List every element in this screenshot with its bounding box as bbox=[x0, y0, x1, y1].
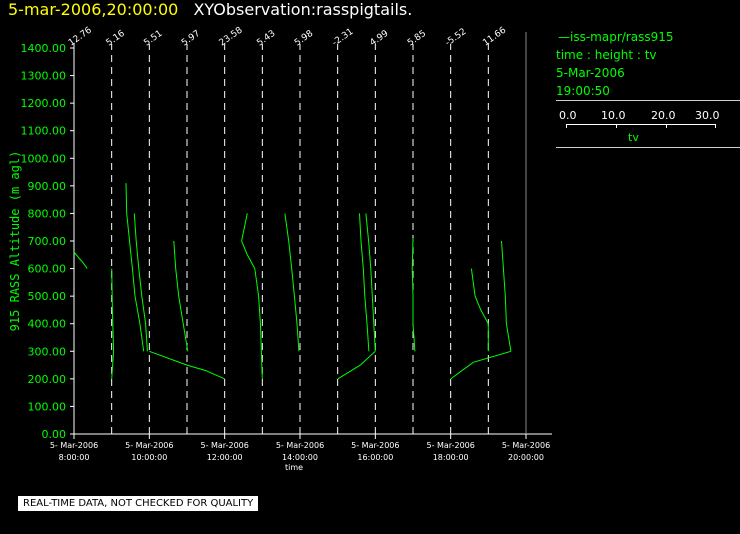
y-tick-label: 700.00 bbox=[28, 235, 67, 248]
x-tick-date: 5- Mar-2006 bbox=[50, 441, 98, 450]
profile-label: 5.97 bbox=[180, 29, 202, 49]
y-axis-label: 915 RASS Altitude (m agl) bbox=[8, 151, 22, 332]
y-tick-label: 100.00 bbox=[28, 400, 67, 413]
tv-profile-trace bbox=[359, 213, 370, 352]
x-tick-date: 5- Mar-2006 bbox=[125, 441, 173, 450]
profile-label: 4.99 bbox=[368, 29, 390, 49]
y-tick-label: 500.00 bbox=[28, 290, 67, 303]
legend-date: 5-Mar-2006 bbox=[556, 66, 625, 80]
tv-profile-trace bbox=[173, 240, 189, 352]
plot-datetime: 5-mar-2006,20:00:00 bbox=[8, 0, 179, 19]
profile-label: 5.98 bbox=[293, 29, 315, 49]
scale-tick-label: 10.0 bbox=[601, 109, 626, 122]
x-tick-time: 20:00:00 bbox=[508, 453, 544, 462]
y-tick-label: 1400.00 bbox=[21, 42, 67, 55]
x-tick-time: 12:00:00 bbox=[207, 453, 243, 462]
legend-series-label: —iss-mapr/rass915 bbox=[558, 30, 674, 44]
y-tick-label: 1300.00 bbox=[21, 70, 67, 83]
tv-profile-trace bbox=[125, 183, 145, 352]
profile-label: -2.31 bbox=[331, 27, 356, 49]
x-tick-time: 14:00:00 bbox=[282, 453, 318, 462]
legend-divider bbox=[556, 147, 740, 148]
tv-profile-trace bbox=[241, 213, 248, 242]
scale-tick-label: 0.0 bbox=[559, 109, 577, 122]
quality-warning: REAL-TIME DATA, NOT CHECKED FOR QUALITY bbox=[18, 496, 259, 511]
y-tick-label: 1200.00 bbox=[21, 97, 67, 110]
y-tick-label: 0.00 bbox=[42, 428, 67, 441]
x-tick-date: 5- Mar-2006 bbox=[426, 441, 474, 450]
tv-profile-trace bbox=[241, 240, 263, 379]
legend-variables: time : height : tv bbox=[556, 48, 657, 62]
legend-panel: —iss-mapr/rass915 time : height : tv 5-M… bbox=[556, 28, 740, 148]
y-tick-label: 800.00 bbox=[28, 207, 67, 220]
scale-axis-line bbox=[566, 124, 716, 125]
tv-profile-trace bbox=[149, 350, 225, 380]
x-tick-time: 18:00:00 bbox=[433, 453, 469, 462]
y-tick-label: 200.00 bbox=[28, 373, 67, 386]
y-tick-label: 1000.00 bbox=[21, 152, 67, 165]
plot-name: XYObservation:rasspigtails. bbox=[193, 0, 413, 19]
profile-label: 12.76 bbox=[67, 25, 94, 48]
tv-profile-trace bbox=[73, 251, 88, 269]
tv-profile-trace bbox=[470, 268, 489, 352]
scale-tick-label: 30.0 bbox=[695, 109, 720, 122]
profile-label: 5.51 bbox=[142, 29, 164, 49]
x-tick-date: 5- Mar-2006 bbox=[200, 441, 248, 450]
profile-label: 5.16 bbox=[105, 29, 127, 49]
scale-tick-mark bbox=[666, 124, 667, 128]
scale-label: tv bbox=[628, 131, 639, 144]
tv-profile-trace bbox=[337, 350, 376, 380]
scale-tick-mark bbox=[616, 124, 617, 128]
scale-tick-mark bbox=[715, 124, 716, 128]
x-tick-date: 5- Mar-2006 bbox=[276, 441, 324, 450]
tv-profile-trace bbox=[365, 213, 376, 352]
y-tick-label: 900.00 bbox=[28, 180, 67, 193]
x-tick-date: 5- Mar-2006 bbox=[502, 441, 550, 450]
legend-time: 19:00:50 bbox=[556, 84, 610, 98]
tv-scale-bar: 0.0 10.0 20.0 30.0 tv bbox=[556, 107, 740, 147]
scale-tick-mark bbox=[566, 124, 567, 128]
y-tick-label: 300.00 bbox=[28, 345, 67, 358]
x-tick-date: 5- Mar-2006 bbox=[351, 441, 399, 450]
profile-label: 23.58 bbox=[218, 25, 245, 48]
tv-profile-trace bbox=[501, 240, 512, 352]
y-tick-label: 1100.00 bbox=[21, 125, 67, 138]
tv-profile-trace bbox=[450, 350, 512, 380]
tv-profile-trace bbox=[133, 213, 148, 352]
x-tick-time: 16:00:00 bbox=[357, 453, 393, 462]
profile-label: -5.52 bbox=[444, 27, 469, 49]
profile-label: 11.66 bbox=[481, 25, 508, 48]
tv-profile-trace bbox=[411, 238, 416, 352]
profile-label: 5.43 bbox=[255, 29, 277, 49]
legend-divider bbox=[556, 100, 740, 101]
scale-tick-label: 20.0 bbox=[651, 109, 676, 122]
x-tick-time: 8:00:00 bbox=[59, 453, 90, 462]
x-axis-label: time bbox=[285, 463, 303, 472]
x-tick-time: 10:00:00 bbox=[131, 453, 167, 462]
tv-profile-trace bbox=[111, 268, 115, 379]
tv-profile-trace bbox=[284, 213, 300, 352]
plot-title: 5-mar-2006,20:00:00 XYObservation:rasspi… bbox=[8, 0, 412, 19]
y-tick-label: 400.00 bbox=[28, 318, 67, 331]
profile-label: 5.85 bbox=[406, 29, 428, 49]
y-tick-label: 600.00 bbox=[28, 263, 67, 276]
